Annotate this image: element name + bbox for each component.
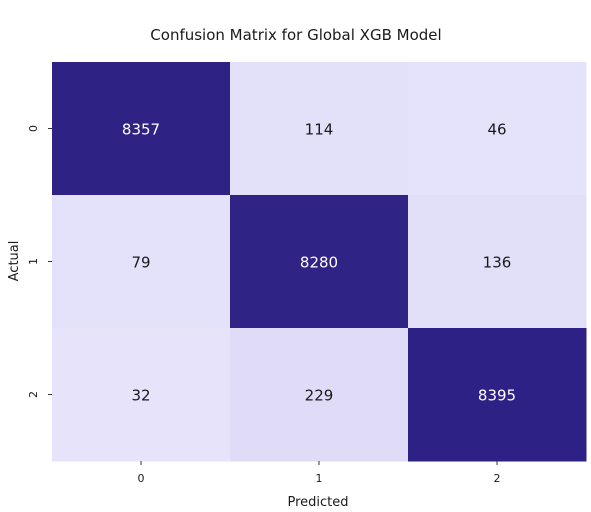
heatmap-cell-2-2 <box>408 328 587 462</box>
heatmap-cell-0-2 <box>408 62 587 196</box>
x-tick-labels: 0 1 2 <box>138 461 501 485</box>
heatmap-cell-1-2 <box>408 195 587 329</box>
chart-title: Confusion Matrix for Global XGB Model <box>150 26 441 44</box>
x-tick-label-1: 1 <box>316 472 323 485</box>
heatmap-cell-1-0 <box>52 195 231 329</box>
heatmap-cell-2-1 <box>230 328 409 462</box>
heatmap-cell-2-0 <box>52 328 231 462</box>
y-tick-label-0: 0 <box>27 125 40 132</box>
cell-value-1-0: 79 <box>131 254 150 272</box>
cell-value-0-1: 114 <box>305 121 334 139</box>
cell-value-1-2: 136 <box>483 254 512 272</box>
cell-value-0-2: 46 <box>487 121 506 139</box>
y-tick-labels: 0 1 2 <box>27 125 52 398</box>
x-tick-label-2: 2 <box>494 472 501 485</box>
heatmap-cell-0-0 <box>52 62 231 196</box>
y-tick-label-2: 2 <box>27 391 40 398</box>
x-axis-label: Predicted <box>287 495 348 510</box>
heatmap-cell-0-1 <box>230 62 409 196</box>
y-tick-label-1: 1 <box>27 258 40 265</box>
cell-value-2-0: 32 <box>131 387 150 405</box>
x-tick-label-0: 0 <box>138 472 145 485</box>
heatmap-cells: 8357 114 46 79 8280 136 32 229 8395 <box>52 62 587 462</box>
heatmap-cell-1-1 <box>230 195 409 329</box>
y-axis-label: Actual <box>7 241 22 282</box>
cell-value-2-1: 229 <box>305 387 334 405</box>
cell-value-0-0: 8357 <box>122 121 160 139</box>
cell-value-1-1: 8280 <box>300 254 338 272</box>
cell-value-2-2: 8395 <box>478 387 516 405</box>
